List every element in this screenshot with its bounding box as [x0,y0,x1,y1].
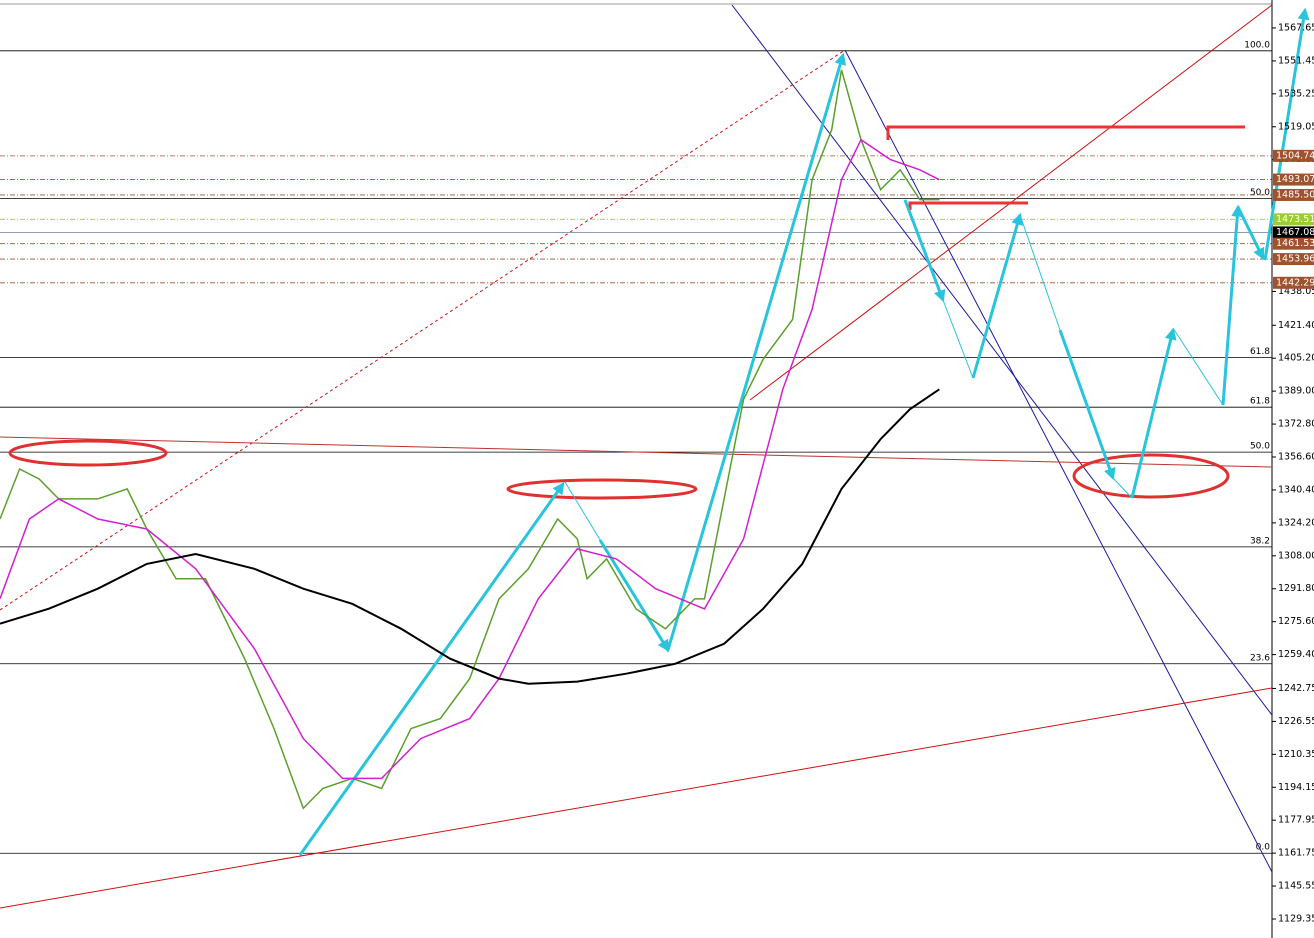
fib-label: 61.8 [1250,347,1270,357]
price-tag [1273,188,1314,201]
price-tag [1273,173,1314,186]
channel-line [844,49,1273,873]
y-tick-label: 1567.65 [1278,22,1314,33]
projection-thin [564,481,669,653]
price-tag-label: 1453.96 [1276,254,1314,265]
price-tag-label: 1467.08 [1276,227,1314,238]
arrow [1130,327,1177,499]
y-tick-label: 1291.80 [1278,583,1314,594]
price-line [0,138,940,780]
y-tick-label: 1242.75 [1278,683,1314,694]
fib-label: 61.8 [1250,397,1270,407]
fib-label: 23.6 [1250,653,1270,663]
y-tick-label: 1535.25 [1278,88,1314,99]
projection-thin [1112,477,1133,499]
projection [298,7,1310,856]
levels: 100.0 50.0 61.8 61.8 50.0 38.2 23.6 0.0 [0,40,1272,854]
price-tag-label: 1504.74 [1276,150,1314,161]
trend-line [0,436,1273,468]
highlight [506,478,698,500]
y-tick-label: 1129.35 [1278,913,1314,924]
price-tag [1273,276,1314,289]
projection-thin [942,299,974,379]
y-tick-label: 1308.00 [1278,550,1314,561]
y-tick-label: 1275.60 [1278,616,1314,627]
series [0,69,940,810]
arrow [666,52,847,651]
price-tag [1273,213,1314,226]
y-tick-label: 1519.05 [1278,121,1314,132]
arrow [1221,204,1244,406]
highlight [8,439,168,467]
arrow [971,212,1024,379]
y-tick-label: 1324.20 [1278,517,1314,528]
price-tag [1273,149,1314,162]
price-tag-label: 1485.50 [1276,189,1314,200]
price-tag-label: 1461.53 [1276,238,1314,249]
price-axis: 1567.651551.451535.251519.051502.851438.… [1272,22,1314,924]
fib-label: 100.0 [1244,40,1270,50]
arrow [1236,206,1265,261]
arrow [298,482,565,856]
fib-label: 0.0 [1256,843,1271,853]
y-tick-label: 1389.00 [1278,386,1314,397]
price-tag-label: 1473.51 [1276,214,1314,225]
y-tick-label: 1161.75 [1278,848,1314,859]
fib-label: 50.0 [1250,442,1270,452]
arrow [903,199,946,303]
price-tag [1273,237,1314,250]
price-tag [1273,226,1314,239]
y-tick-label: 1356.60 [1278,452,1314,463]
projection-thin [1019,214,1061,331]
arrow [1058,329,1116,481]
highlight [1072,453,1230,499]
y-tick-label: 1226.55 [1278,716,1314,727]
y-tick-label: 1210.35 [1278,749,1314,760]
y-tick-label: 1145.55 [1278,881,1314,892]
price-line [0,69,940,810]
y-tick-label: 1405.20 [1278,353,1314,364]
price-tag [1273,253,1314,266]
range-box [886,125,1245,210]
trend-line [0,687,1273,909]
y-tick-label: 1340.40 [1278,484,1314,495]
y-tick-label: 1421.40 [1278,320,1314,331]
y-tick-label: 1194.15 [1278,782,1314,793]
fib-label: 50.0 [1250,188,1270,198]
price-tag-label: 1442.29 [1276,277,1314,288]
arrow [1263,7,1310,261]
price-line [0,388,940,685]
y-tick-label: 1438.05 [1278,286,1314,297]
y-tick-label: 1259.40 [1278,649,1314,660]
price-tag-label: 1493.07 [1276,174,1314,185]
fib-label: 38.2 [1250,536,1270,546]
y-tick-label: 1372.80 [1278,419,1314,430]
y-tick-label: 1177.95 [1278,815,1314,826]
projection-thin [1172,327,1224,406]
y-tick-label: 1551.45 [1278,55,1314,66]
